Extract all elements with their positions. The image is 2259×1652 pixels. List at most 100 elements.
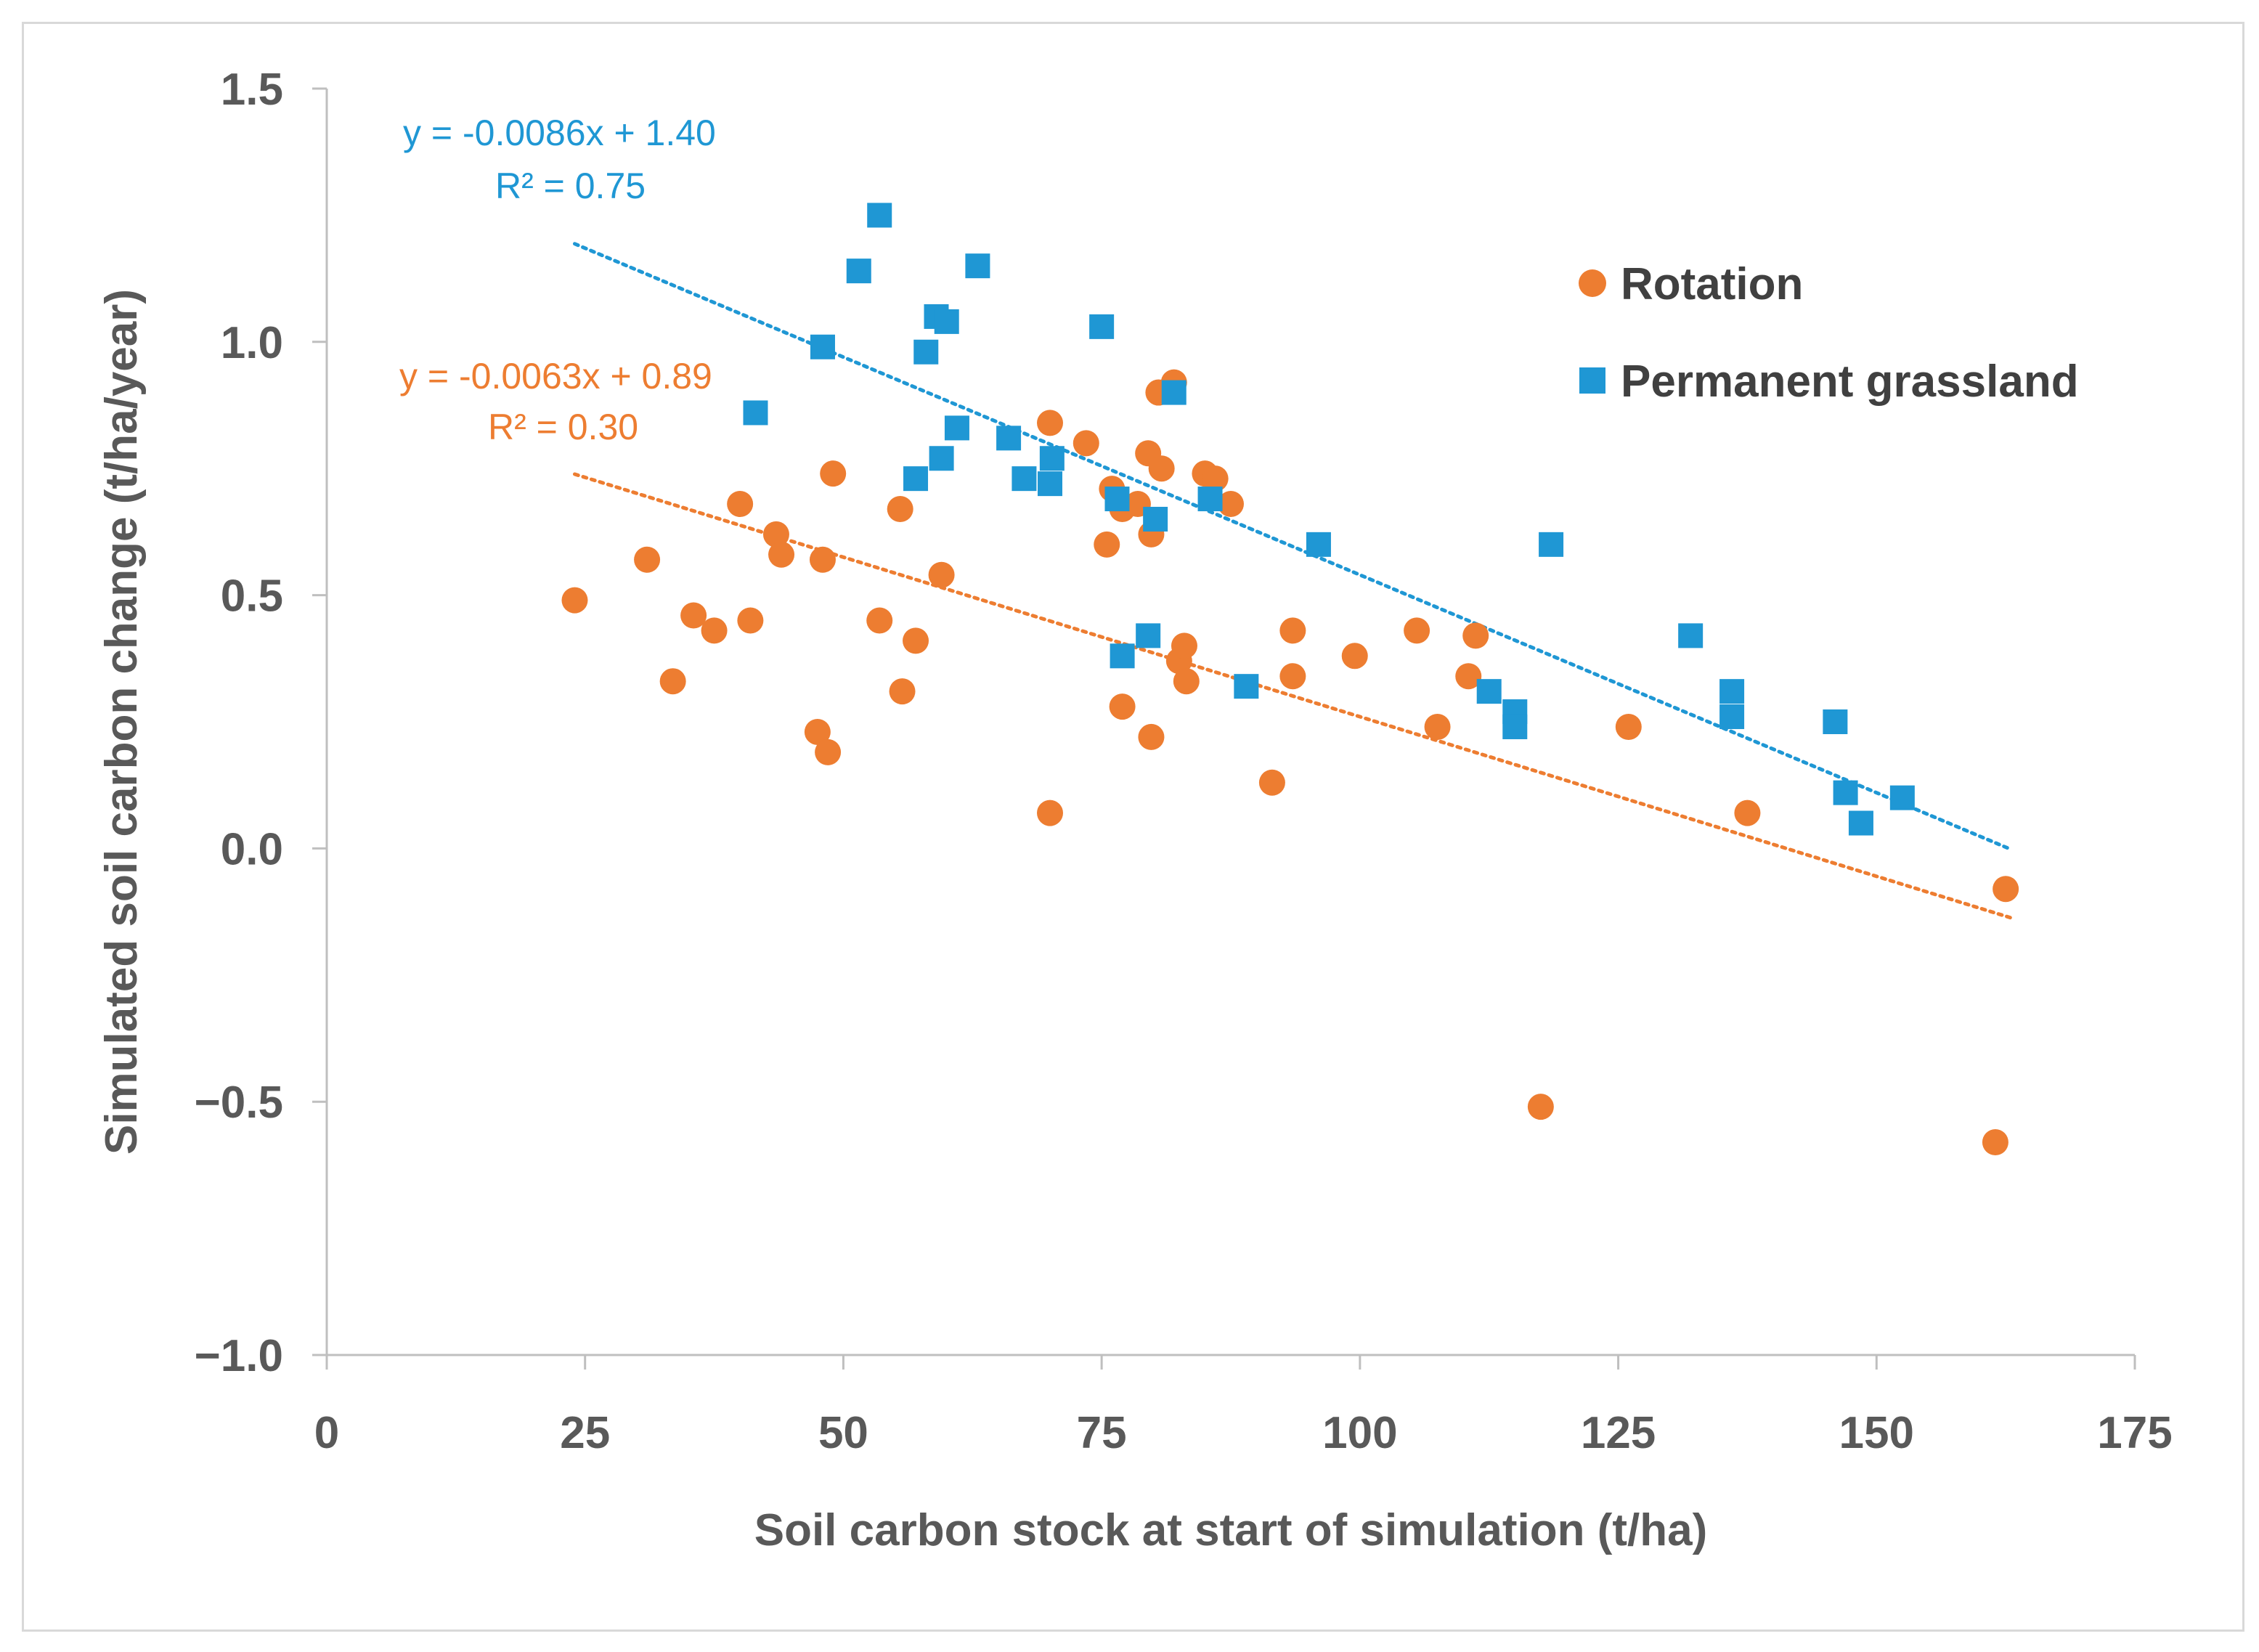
x-tick-label: 0 bbox=[314, 1408, 339, 1458]
y-tick-label: 1.5 bbox=[221, 65, 283, 115]
y-tick-label: 0.5 bbox=[221, 571, 283, 622]
grassland-point bbox=[1539, 532, 1564, 557]
rotation-point bbox=[1341, 643, 1368, 670]
grassland-point bbox=[1110, 643, 1135, 669]
grassland-point bbox=[1719, 704, 1745, 730]
x-tick-label: 75 bbox=[1077, 1408, 1127, 1458]
rotation-point bbox=[1982, 1129, 2008, 1156]
data-points bbox=[561, 203, 2019, 1156]
grassland-point bbox=[1104, 487, 1130, 512]
grassland-point bbox=[1197, 487, 1223, 512]
rotation-point bbox=[1993, 876, 2019, 903]
y-tick-label: 0.0 bbox=[221, 824, 283, 874]
grassland-point bbox=[1823, 709, 1848, 734]
grassland-point bbox=[913, 339, 939, 365]
rotation-point bbox=[1455, 663, 1482, 690]
rotation-point bbox=[1109, 693, 1136, 720]
grassland-point bbox=[1039, 446, 1065, 471]
rotation-point bbox=[1462, 622, 1489, 649]
rotation-point bbox=[762, 521, 789, 548]
grassland-point bbox=[1234, 674, 1259, 699]
rotation-point bbox=[768, 541, 795, 568]
grassland-point bbox=[1833, 780, 1858, 805]
y-tick-label: 1.0 bbox=[221, 318, 283, 368]
rotation-point bbox=[1171, 632, 1197, 659]
trendline-equations: y = -0.0063x + 0.89 R² = 0.30 y = -0.0086x… bbox=[399, 113, 716, 447]
grassland-point bbox=[929, 446, 954, 471]
grassland-point bbox=[1143, 506, 1168, 532]
rotation-point bbox=[1173, 668, 1200, 695]
rotation-point bbox=[1138, 723, 1165, 750]
y-tick-label: −1.0 bbox=[195, 1331, 283, 1381]
legend-label-permanent-grassland: Permanent grassland bbox=[1621, 357, 2079, 407]
rotation-point bbox=[1279, 663, 1306, 690]
grassland-point bbox=[1719, 679, 1745, 704]
legend-marker-permanent-grassland bbox=[1579, 367, 1605, 394]
rotation-point bbox=[1279, 617, 1306, 644]
grassland-point bbox=[903, 466, 929, 492]
trendline-rotation bbox=[572, 472, 2013, 920]
rotation-point bbox=[1404, 617, 1430, 644]
grassland-point bbox=[1089, 314, 1115, 339]
x-tick-label: 25 bbox=[560, 1408, 610, 1458]
rotation-point bbox=[820, 460, 847, 487]
axes bbox=[325, 89, 2135, 1356]
tick-labels: −1.0 −0.5 0.0 0.5 1.0 1.5 0 25 50 75 100 125 150 175 bbox=[195, 65, 2173, 1458]
rotation-point bbox=[659, 668, 686, 695]
rotation-point bbox=[680, 602, 707, 629]
rotation-point bbox=[889, 678, 916, 705]
trendline-r2-permanent-grassland: R² = 0.75 bbox=[495, 166, 646, 206]
grassland-point bbox=[867, 203, 892, 228]
rotation-point bbox=[1037, 410, 1063, 436]
legend-marker-rotation bbox=[1579, 269, 1606, 297]
rotation-point bbox=[1218, 491, 1244, 518]
legend-label-rotation: Rotation bbox=[1621, 259, 1803, 309]
rotation-point bbox=[561, 587, 588, 614]
grassland-point bbox=[1476, 679, 1502, 704]
rotation-point bbox=[1734, 799, 1761, 826]
rotation-point bbox=[1094, 531, 1120, 558]
rotation-point bbox=[815, 738, 842, 765]
grassland-point bbox=[1678, 623, 1704, 648]
rotation-point bbox=[701, 617, 728, 644]
legend: Rotation Permanent grassland bbox=[1579, 259, 2079, 407]
rotation-point bbox=[866, 607, 893, 634]
grassland-point bbox=[1136, 623, 1161, 648]
rotation-point bbox=[1424, 713, 1451, 740]
x-tick-label: 125 bbox=[1581, 1408, 1656, 1458]
grassland-point bbox=[1889, 785, 1915, 810]
tick-marks bbox=[312, 87, 2136, 1370]
grassland-point bbox=[846, 259, 871, 284]
y-tick-label: −0.5 bbox=[195, 1078, 283, 1128]
grassland-point bbox=[1012, 466, 1037, 492]
grassland-point bbox=[965, 253, 990, 279]
grassland-point bbox=[1502, 714, 1528, 739]
grassland-point bbox=[810, 334, 835, 359]
grassland-point bbox=[1038, 471, 1062, 497]
rotation-point bbox=[1072, 430, 1099, 457]
x-tick-label: 150 bbox=[1839, 1408, 1914, 1458]
y-axis-title: Simulated soil carbon change (t/ha/year) bbox=[97, 289, 147, 1155]
grassland-point bbox=[944, 415, 969, 441]
rotation-point bbox=[903, 627, 929, 654]
rotation-point bbox=[737, 607, 764, 634]
trendline-equation-rotation: y = -0.0063x + 0.89 bbox=[399, 356, 712, 396]
rotation-point bbox=[928, 561, 955, 588]
trendline-r2-rotation: R² = 0.30 bbox=[488, 407, 638, 447]
rotation-point bbox=[1202, 465, 1229, 492]
trendline-equation-permanent-grassland: y = -0.0086x + 1.40 bbox=[403, 113, 716, 153]
rotation-point bbox=[1148, 455, 1175, 482]
grassland-point bbox=[996, 426, 1022, 451]
x-tick-label: 50 bbox=[818, 1408, 868, 1458]
rotation-point bbox=[1258, 769, 1285, 796]
rotation-point bbox=[634, 546, 661, 573]
chart-frame bbox=[22, 22, 2244, 1632]
rotation-point bbox=[887, 496, 913, 523]
trendlines bbox=[572, 242, 2013, 920]
x-tick-label: 175 bbox=[2097, 1408, 2172, 1458]
rotation-point bbox=[1037, 799, 1063, 826]
grassland-point bbox=[934, 309, 959, 334]
rotation-point bbox=[1527, 1094, 1554, 1120]
grassland-point bbox=[1848, 810, 1873, 836]
